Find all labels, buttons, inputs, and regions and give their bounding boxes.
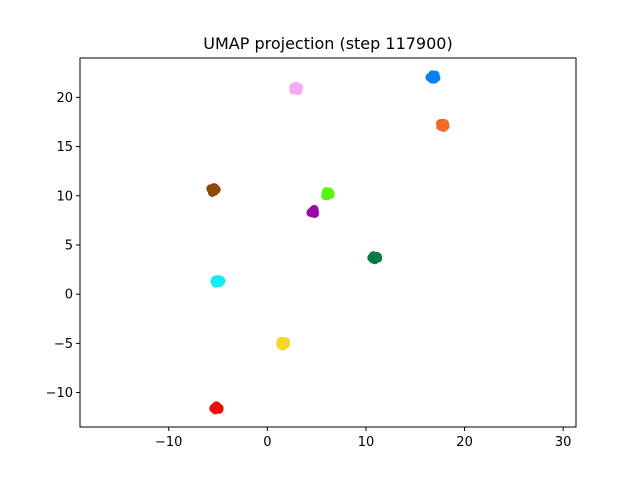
data-point <box>279 340 289 350</box>
data-point <box>310 204 319 214</box>
cluster-9 <box>276 336 291 351</box>
cluster-8 <box>210 275 226 288</box>
plot-frame <box>79 57 577 428</box>
x-tick-label: 0 <box>263 435 271 450</box>
cluster-10 <box>209 401 224 415</box>
y-tick-label: 5 <box>65 238 73 253</box>
x-tick-label: −10 <box>155 435 182 450</box>
data-point <box>370 255 380 265</box>
cluster-4 <box>206 183 221 197</box>
cluster-2 <box>289 81 304 96</box>
data-point <box>211 402 220 411</box>
y-tick-label: 10 <box>56 189 73 204</box>
cluster-1 <box>425 70 441 84</box>
data-point <box>294 83 304 92</box>
cluster-6 <box>306 204 320 218</box>
y-tick-label: −10 <box>46 386 73 401</box>
y-tick-label: 20 <box>56 91 73 106</box>
y-tick-label: 15 <box>56 140 73 155</box>
cluster-5 <box>321 187 335 201</box>
x-axis: −10 0 10 20 30 <box>155 427 571 450</box>
chart-title: UMAP projection (step 117900) <box>203 34 452 53</box>
cluster-3 <box>436 118 450 133</box>
x-tick-label: 30 <box>555 435 572 450</box>
x-tick-label: 20 <box>456 435 473 450</box>
data-point <box>213 275 222 284</box>
points-layer <box>206 70 450 415</box>
y-tick-label: −5 <box>54 337 73 352</box>
data-point <box>425 73 434 82</box>
cluster-7 <box>367 251 383 265</box>
y-axis: −10 −5 0 5 10 15 20 <box>46 91 80 401</box>
x-tick-label: 10 <box>358 435 375 450</box>
data-point <box>436 122 445 131</box>
y-tick-label: 0 <box>65 288 73 303</box>
data-point <box>210 183 220 193</box>
data-point <box>322 191 331 201</box>
